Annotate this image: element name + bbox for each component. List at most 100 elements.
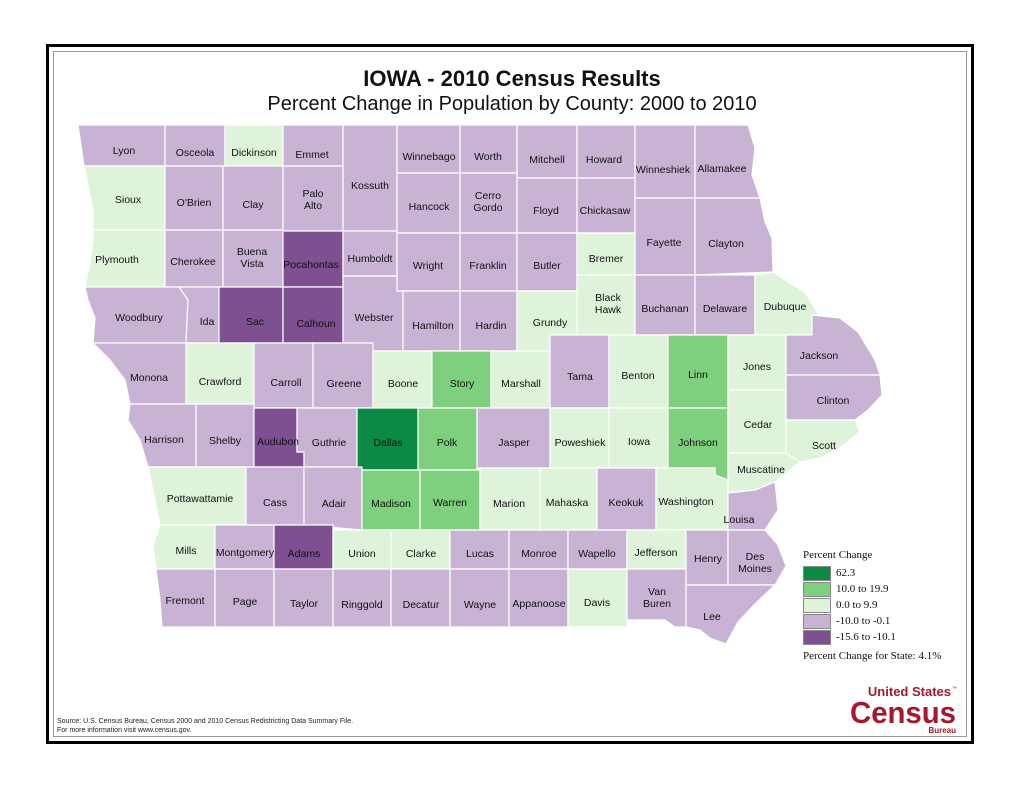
county-label-plymouth: Plymouth <box>95 254 139 266</box>
county-label-emmet: Emmet <box>295 149 328 161</box>
county-label-mitchell: Mitchell <box>529 154 565 166</box>
county-label-adair: Adair <box>322 498 347 510</box>
map-title: IOWA - 2010 Census Results <box>363 66 661 91</box>
county-label-page: Page <box>233 596 258 608</box>
county-label-polk: Polk <box>437 437 458 449</box>
county-label-benton: Benton <box>621 370 654 382</box>
county-label-clarke: Clarke <box>406 548 437 560</box>
logo-line1: United States <box>868 684 951 699</box>
legend-label: 62.3 <box>836 567 856 580</box>
county-clay <box>222 165 284 231</box>
county-label-iowa: Iowa <box>628 436 650 448</box>
county-clayton <box>694 197 774 276</box>
county-label-fremont: Fremont <box>165 595 204 607</box>
county-label-wapello: Wapello <box>578 548 616 560</box>
county-howard <box>576 124 636 179</box>
county-label-johnson: Johnson <box>678 437 718 449</box>
county-label-ida: Ida <box>200 316 215 328</box>
county-winnebago <box>396 124 461 174</box>
county-label-dickinson: Dickinson <box>231 147 277 159</box>
logo-tm: ™ <box>952 686 957 692</box>
county-label-buchanan: Buchanan <box>641 303 688 315</box>
county-label-cherokee: Cherokee <box>170 256 216 268</box>
county-osceola <box>164 124 226 167</box>
county-label-sioux: Sioux <box>115 194 142 206</box>
county-label-osceola: Osceola <box>176 147 215 159</box>
state-percent-change: Percent Change for State: 4.1% <box>803 650 942 662</box>
county-label-davis: Davis <box>584 597 610 609</box>
county-label-muscatine: Muscatine <box>737 464 785 476</box>
county-label-mahaska: Mahaska <box>546 497 589 509</box>
county-kossuth <box>342 124 398 232</box>
county-label-winnebago: Winnebago <box>402 151 455 163</box>
county-label-carroll: Carroll <box>271 377 302 389</box>
source-line: Source: U.S. Census Bureau, Census 2000 … <box>57 718 354 725</box>
county-van-buren <box>626 568 687 628</box>
county-label-story: Story <box>450 378 475 390</box>
legend-swatch <box>803 566 831 581</box>
county-label-grundy: Grundy <box>533 317 568 329</box>
county-label-ringgold: Ringgold <box>341 599 383 611</box>
county-label-hamilton: Hamilton <box>412 320 454 332</box>
county-lee <box>685 584 777 645</box>
county-label-des-moines: Des Moines <box>738 551 772 575</box>
county-label-henry: Henry <box>694 553 723 565</box>
county-label-wayne: Wayne <box>464 599 496 611</box>
legend-item: -15.6 to -10.1 <box>803 630 896 645</box>
county-sac <box>218 286 284 344</box>
county-label-madison: Madison <box>371 498 411 510</box>
county-label-union: Union <box>348 548 376 560</box>
county-label-van-buren: Van Buren <box>643 586 671 610</box>
county-label-decatur: Decatur <box>403 599 440 611</box>
county-label-webster: Webster <box>355 312 394 324</box>
county-label-fayette: Fayette <box>646 237 681 249</box>
county-label-hancock: Hancock <box>409 201 451 213</box>
legend-swatch <box>803 630 831 645</box>
legend-item: -10.0 to -0.1 <box>803 614 891 629</box>
county-label-cedar: Cedar <box>744 419 773 431</box>
county-label-washington: Washington <box>658 496 713 508</box>
source-link-line[interactable]: For more information visit www.census.go… <box>57 727 192 734</box>
county-label-monona: Monona <box>130 372 168 384</box>
county-label-dubuque: Dubuque <box>764 301 807 313</box>
county-label-pocahontas: Pocahontas <box>283 259 338 271</box>
logo-line3: Bureau <box>928 726 956 735</box>
county-davis <box>567 568 628 628</box>
county-label-adams: Adams <box>288 548 321 560</box>
county-label-cerro-gordo: Cerro Gordo <box>473 190 502 214</box>
legend-swatch <box>803 614 831 629</box>
county-label-clay: Clay <box>242 199 264 211</box>
county-label-warren: Warren <box>433 497 467 509</box>
county-label-black-hawk: Black Hawk <box>595 292 622 316</box>
county-label-lucas: Lucas <box>466 548 494 560</box>
county-label-sac: Sac <box>246 316 264 328</box>
county-label-boone: Boone <box>388 378 419 390</box>
county-label-guthrie: Guthrie <box>312 437 347 449</box>
county-label-monroe: Monroe <box>521 548 557 560</box>
legend-label: -10.0 to -0.1 <box>836 615 891 628</box>
county-label-calhoun: Calhoun <box>296 318 335 330</box>
legend-swatch <box>803 598 831 613</box>
county-label-palo-alto: Palo Alto <box>302 188 323 212</box>
county-label-humboldt: Humboldt <box>348 253 393 265</box>
census-bureau-logo: United States ™ Census Bureau <box>850 684 957 735</box>
county-label-taylor: Taylor <box>290 598 319 610</box>
county-label-franklin: Franklin <box>469 260 507 272</box>
county-worth <box>459 124 518 174</box>
county-label-jasper: Jasper <box>498 437 530 449</box>
county-crawford <box>185 342 255 405</box>
county-label-jones: Jones <box>743 361 771 373</box>
source-note: Source: U.S. Census Bureau, Census 2000 … <box>57 717 353 735</box>
legend-label: -15.6 to -10.1 <box>836 631 896 644</box>
county-cass <box>245 466 305 526</box>
county-label-appanoose: Appanoose <box>512 598 565 610</box>
county-label-marshall: Marshall <box>501 378 541 390</box>
county-label-butler: Butler <box>533 260 561 272</box>
inner-border <box>53 51 967 737</box>
county-label-allamakee: Allamakee <box>697 163 746 175</box>
logo-line2: Census <box>850 695 956 730</box>
county-allamakee <box>694 124 761 199</box>
county-label-cass: Cass <box>263 497 287 509</box>
county-label-lee: Lee <box>703 611 721 623</box>
county-label-buena-vista: Buena Vista <box>237 246 268 270</box>
